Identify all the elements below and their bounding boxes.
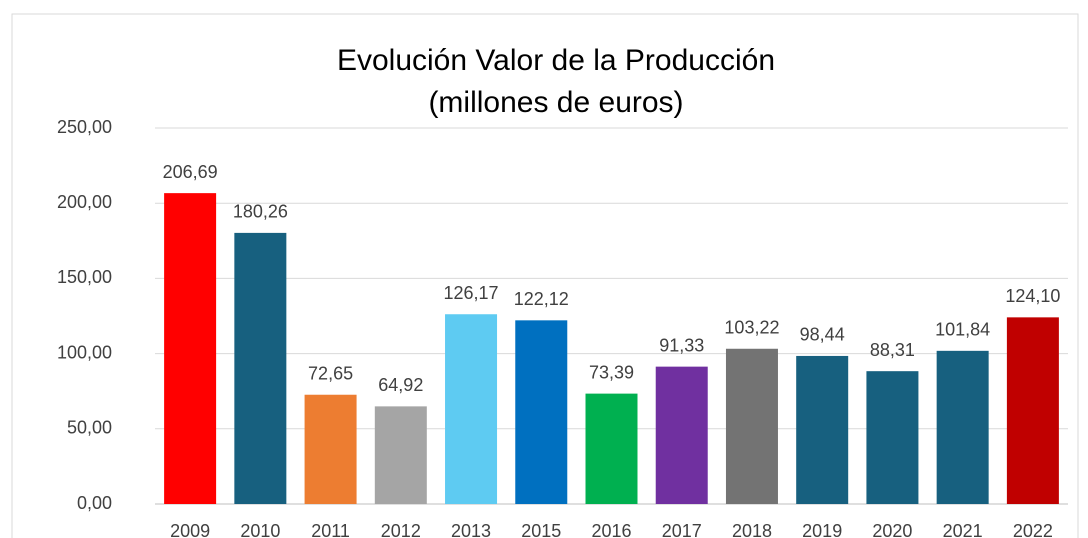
x-tick-label: 2013: [451, 521, 491, 538]
data-label: 122,12: [514, 289, 569, 309]
bar: [445, 314, 498, 504]
y-tick-label: 200,00: [57, 192, 112, 212]
bar: [1006, 317, 1059, 504]
bar: [796, 355, 849, 504]
data-label: 91,33: [659, 335, 704, 355]
x-tick-label: 2021: [943, 521, 983, 538]
x-tick-label: 2011: [311, 521, 350, 538]
y-tick-label: 250,00: [57, 117, 112, 137]
chart-subtitle: (millones de euros): [428, 86, 683, 119]
bar: [234, 232, 287, 504]
bar: [304, 394, 357, 504]
y-tick-label: 150,00: [57, 267, 112, 287]
bar: [725, 348, 778, 504]
data-label: 126,17: [444, 283, 499, 303]
data-label: 98,44: [800, 325, 845, 345]
data-label: 103,22: [724, 318, 779, 338]
data-label: 206,69: [163, 162, 218, 182]
bar: [515, 320, 568, 504]
data-label: 101,84: [935, 320, 990, 340]
bar: [374, 406, 427, 504]
x-tick-label: 2017: [662, 521, 702, 538]
data-label: 180,26: [233, 202, 288, 222]
data-label: 72,65: [308, 363, 353, 383]
y-tick-label: 0,00: [77, 493, 112, 513]
chart-title: Evolución Valor de la Producción: [337, 44, 775, 77]
x-tick-label: 2009: [170, 521, 210, 538]
x-tick-label: 2022: [1013, 521, 1053, 538]
x-tick-label: 2018: [732, 521, 772, 538]
chart-frame: [11, 13, 1079, 538]
bar: [585, 393, 638, 504]
data-label: 64,92: [378, 375, 423, 395]
x-tick-label: 2016: [591, 521, 631, 538]
data-label: 124,10: [1005, 286, 1060, 306]
x-tick-label: 2019: [802, 521, 842, 538]
data-label: 88,31: [870, 340, 915, 360]
bar: [866, 371, 919, 504]
data-label: 73,39: [589, 362, 634, 382]
bar: [936, 350, 989, 504]
y-tick-label: 50,00: [67, 418, 112, 438]
bar: [164, 193, 217, 504]
x-tick-label: 2010: [240, 521, 280, 538]
x-tick-label: 2020: [872, 521, 912, 538]
x-tick-label: 2015: [521, 521, 561, 538]
y-tick-label: 100,00: [57, 342, 112, 362]
x-tick-label: 2012: [381, 521, 421, 538]
bar: [655, 366, 708, 504]
